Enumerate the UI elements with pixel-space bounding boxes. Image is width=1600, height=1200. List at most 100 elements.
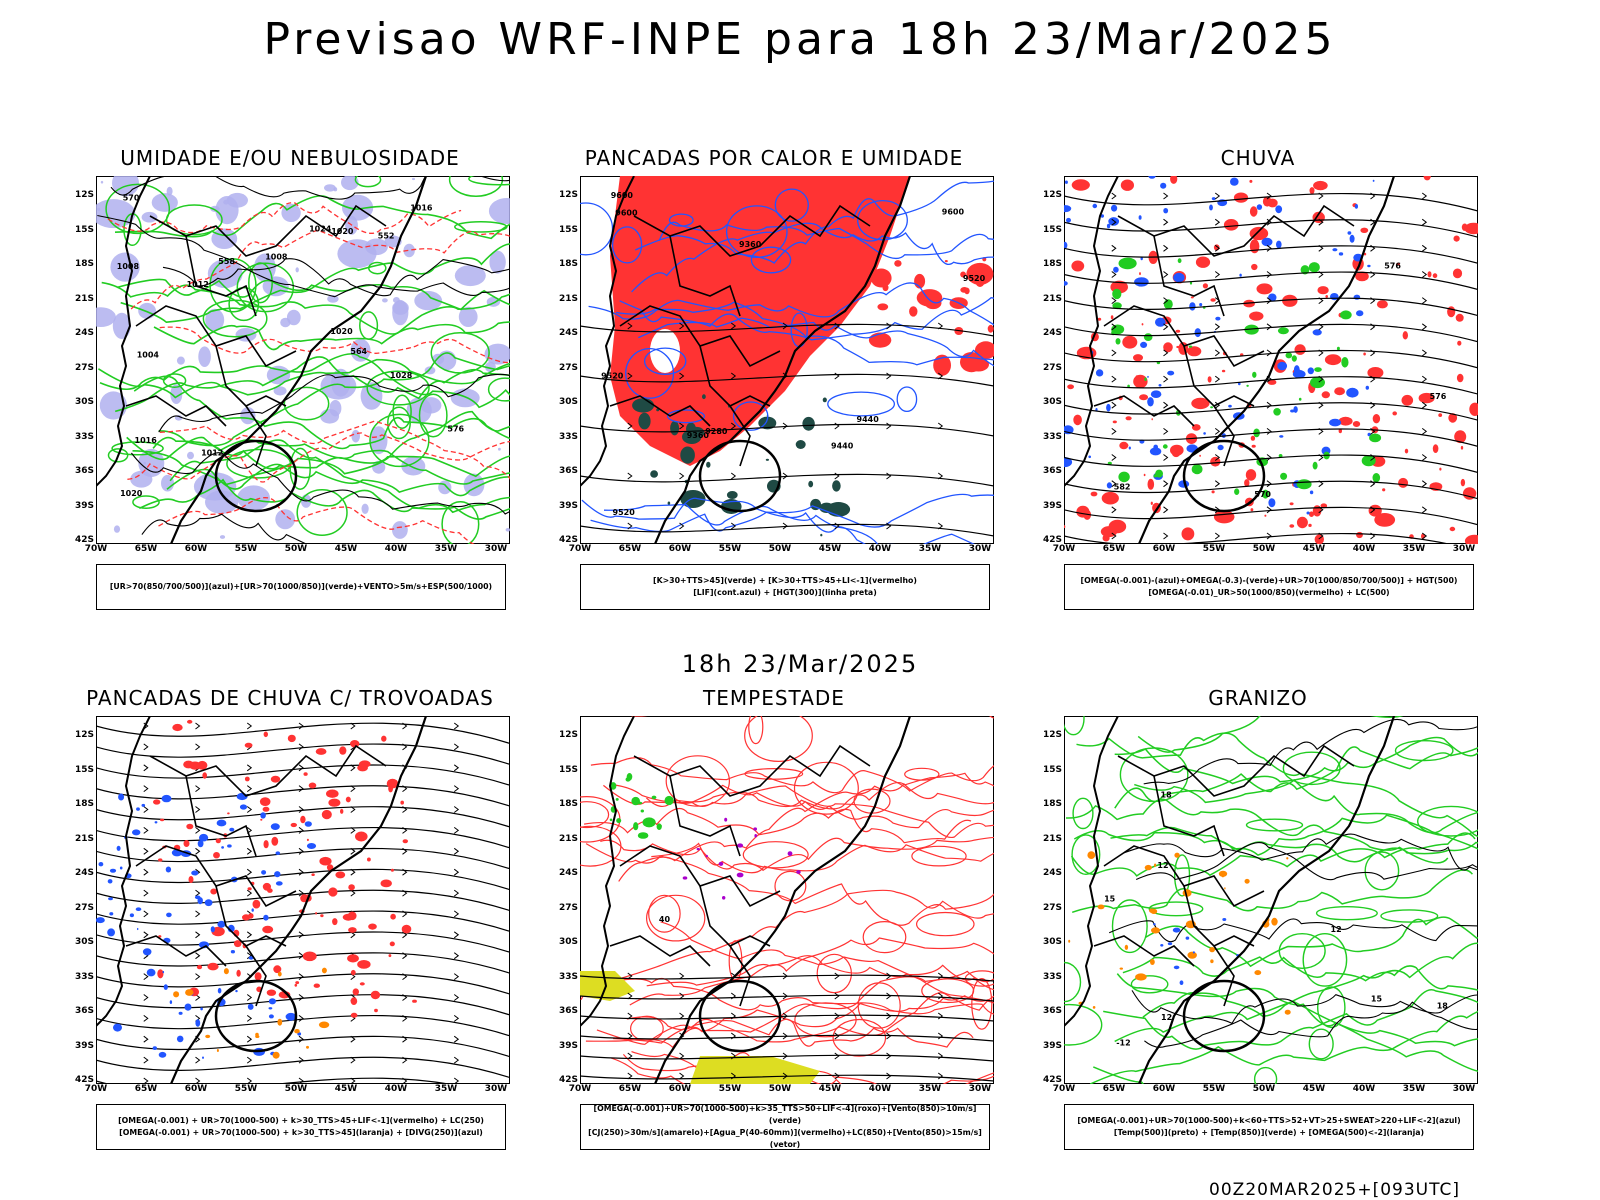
field-blob [808, 480, 814, 488]
x-tick-label: 65W [1102, 544, 1126, 554]
state-border [125, 395, 227, 427]
flow-arrow [782, 1052, 788, 1060]
field-blob [414, 291, 443, 311]
y-tick-label: 36S [558, 1006, 578, 1016]
field-blob [1244, 878, 1250, 884]
x-tick-label: 30W [968, 544, 992, 554]
streamlines [1064, 192, 1478, 544]
state-border [185, 775, 257, 857]
flow-arrow [453, 994, 460, 1001]
legend-line: [LIF](cont.azul) + [HGT(300)](linha pret… [693, 588, 877, 597]
state-border [1093, 935, 1195, 967]
contour-value-label: 1012 [187, 280, 209, 289]
field-blob [324, 184, 336, 192]
field-blob [313, 983, 320, 988]
field-blob [401, 456, 426, 476]
panel-legend: [OMEGA(-0.001)+UR>70(1000-500)+k>35_TTS>… [580, 1104, 990, 1150]
flow-arrow [402, 994, 408, 1001]
field-blob [390, 868, 394, 872]
map-umidade: 1008101210041008101210161016102010201024… [96, 176, 510, 544]
field-blob [1064, 241, 1068, 249]
contour-line [158, 352, 510, 447]
flow-arrow [298, 827, 304, 834]
flow-arrow [886, 472, 892, 480]
contour-value-label: 1008 [117, 262, 140, 271]
field-blob [112, 312, 131, 339]
contour-line [584, 807, 972, 844]
flow-arrow [1421, 349, 1428, 357]
west-coastline [96, 716, 151, 1027]
flow-arrow [350, 785, 356, 792]
field-blob [1160, 944, 1164, 947]
flow-arrow [195, 1077, 201, 1084]
field-blob [1222, 918, 1227, 921]
field-blob [189, 761, 201, 770]
flow-arrow [1214, 271, 1221, 278]
field-blob [223, 199, 230, 205]
x-tick-label: 35W [1402, 1084, 1426, 1094]
field-blob [368, 923, 377, 930]
x-tick-label: 40W [1352, 544, 1376, 554]
jet-stream-area [690, 1056, 820, 1084]
field-blob [1462, 487, 1477, 500]
flow-arrow [782, 1012, 788, 1020]
field-blob [754, 834, 757, 838]
field-shading [173, 967, 330, 1059]
field-blob [239, 804, 248, 810]
field-blob [1149, 908, 1155, 913]
field-blob [640, 809, 644, 813]
closed-contours [105, 176, 510, 544]
flow-arrow [246, 764, 253, 772]
flow-arrow [246, 994, 253, 1001]
contour-loop [248, 262, 273, 304]
y-tick-label: 30S [74, 937, 94, 947]
field-blob [1230, 177, 1239, 186]
field-blob [1203, 432, 1206, 435]
y-tick-label: 30S [74, 397, 94, 407]
field-blob [667, 501, 671, 505]
contour-value-label: 576 [1384, 261, 1401, 270]
field-blob [1167, 370, 1175, 376]
state-border [1153, 775, 1225, 857]
flow-arrow [834, 522, 840, 530]
y-tick-label: 12S [558, 730, 578, 740]
contour-loop [744, 716, 813, 762]
field-blob [1289, 524, 1295, 528]
flow-arrow [627, 1012, 633, 1020]
streamline [96, 743, 510, 765]
field-blob [170, 384, 183, 404]
contour-loop [1308, 1028, 1334, 1060]
field-blob [1404, 448, 1409, 454]
field-blob [1460, 478, 1466, 487]
field-blob [1138, 215, 1142, 220]
field-blob [1128, 446, 1131, 450]
contour-lines [1065, 716, 1478, 1084]
field-blob [1312, 505, 1322, 517]
field-blob [1135, 973, 1147, 981]
field-blob [1133, 374, 1148, 389]
flow-arrow [627, 322, 633, 330]
field-blob [370, 990, 381, 1000]
contour-loop [915, 911, 975, 937]
flow-arrow [143, 868, 149, 876]
flow-arrow [679, 372, 685, 380]
x-tick-label: 50W [768, 1084, 792, 1094]
field-blob [1167, 942, 1173, 946]
field-blob [116, 845, 121, 851]
flow-arrow [782, 992, 788, 1000]
contour-line [1089, 1010, 1478, 1084]
y-tick-label: 24S [1042, 868, 1062, 878]
state-border [729, 945, 751, 1007]
contour-loop [1315, 905, 1378, 921]
field-blob [227, 812, 230, 815]
panel-granizo: GRANIZO 12 12 15 15 18 18 12 -12 [OMEGA(-0.001)… [1038, 686, 1478, 1176]
y-tick-label: 42S [558, 1075, 578, 1085]
panel-chuva: CHUVA 582 576 576 570 [OMEGA(-0.001)-(azul)… [1038, 146, 1478, 636]
field-blob [263, 731, 268, 738]
streamline [1064, 402, 1478, 421]
field-blob [632, 398, 655, 413]
uruguay-outline [214, 979, 298, 1053]
field-blob [1306, 511, 1310, 515]
flow-arrow [834, 1032, 840, 1040]
field-blob [705, 854, 708, 858]
